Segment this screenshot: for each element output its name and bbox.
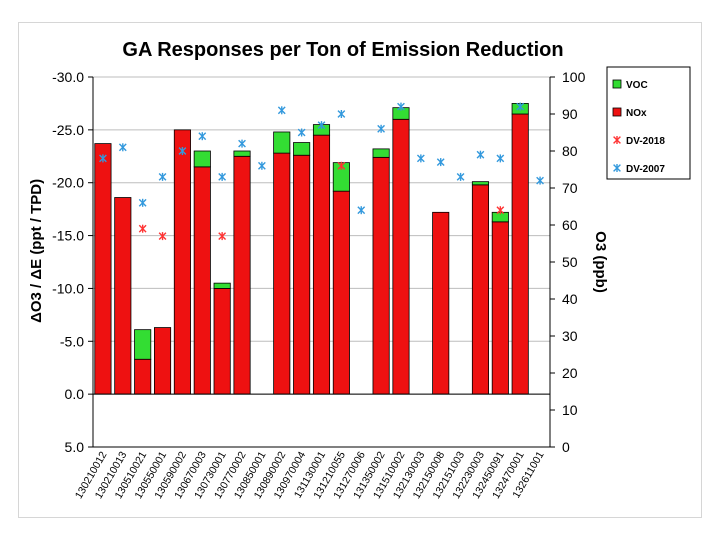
bar-nox [134,358,152,395]
legend-swatch-dv-2007 [613,164,621,172]
marker-dv-2007 [218,172,227,181]
right-tick-label: 60 [562,217,578,233]
marker-dv-2007 [297,128,306,137]
chart-title: GA Responses per Ton of Emission Reducti… [122,39,563,61]
marker-dv-2007 [436,158,445,167]
left-tick-label: -15.0 [52,228,84,244]
bar-nox [94,143,112,395]
legend-label: NOx [626,108,647,119]
left-tick-label: -25.0 [52,122,84,138]
marker-dv-2007 [317,121,326,130]
bar-nox [312,134,331,395]
marker-dv-2018 [337,161,346,170]
marker-dv-2007 [257,161,266,170]
bar-nox [511,113,529,395]
left-tick-label: 5.0 [65,439,85,455]
marker-dv-2018 [218,232,227,241]
bar-voc [213,282,231,289]
marker-dv-2007 [238,139,246,148]
bar-nox [173,129,191,395]
bar-nox [114,197,132,395]
marker-dv-2018 [496,206,505,215]
bar-nox [293,154,311,395]
marker-dv-2007 [118,143,127,152]
legend-swatch-voc [612,79,622,89]
right-tick-label: 70 [562,180,578,196]
left-axis-title: ΔO3 / ΔE (ppt / TPD) [28,179,45,323]
marker-dv-2007 [476,150,485,159]
marker-dv-2007 [536,176,544,185]
marker-dv-2007 [337,110,346,118]
left-axis: -30.0 -25.0 -20.0 -15.0 -10.0 -5.0 0.0 5.0 [52,69,93,455]
right-axis-title: O3 (ppb) [592,231,609,293]
bar-nox [392,118,410,395]
bar-voc [372,148,390,158]
marker-dv-2007 [138,198,147,207]
bar-nox [213,288,231,395]
legend: VOC NOx DV-2018 DV-2007 [606,66,691,180]
bar-voc [134,329,152,360]
marker-dv-2007 [377,124,386,133]
right-axis: 0 10 20 30 40 50 60 70 80 90 100 [550,69,586,455]
bar-nox [273,152,291,395]
marker-dv-2007 [158,172,167,181]
legend-swatch-dv-2018 [613,136,621,144]
marker-dv-2007 [456,172,465,181]
bar-voc [193,150,211,168]
marker-dv-2007 [416,154,425,163]
bar-nox [332,190,350,395]
marker-dv-2007 [516,102,525,111]
bar-voc [293,142,311,156]
bars [94,103,529,395]
right-tick-label: 80 [562,143,578,159]
legend-swatch-nox [612,107,622,117]
right-tick-label: 40 [562,291,578,307]
right-tick-label: 0 [562,439,570,455]
left-tick-label: -10.0 [52,280,84,296]
marker-dv-2018 [138,224,147,233]
right-tick-label: 50 [562,254,578,270]
bar-voc [273,131,291,154]
marker-dv-2007 [99,154,107,163]
legend-label: VOC [626,80,648,91]
x-axis: 1302100121302100131305100211305500011305… [73,449,547,501]
bar-nox [193,166,211,395]
right-tick-label: 10 [562,402,578,418]
right-tick-label: 100 [562,69,586,85]
left-tick-label: 0.0 [65,386,85,402]
legend-label: DV-2018 [626,136,665,147]
markers [99,102,544,241]
marker-dv-2007 [198,132,207,141]
marker-dv-2007 [277,106,286,115]
marker-dv-2007 [357,206,366,215]
bar-nox [491,221,509,395]
bar-nox [432,211,450,395]
bar-nox [372,156,390,395]
marker-dv-2007 [178,147,187,155]
marker-dv-2018 [158,232,167,241]
marker-dv-2007 [397,102,405,111]
bar-nox [471,184,490,395]
bar-voc [471,181,490,186]
left-tick-label: -20.0 [52,175,84,191]
bar-voc [233,150,251,157]
right-tick-label: 20 [562,365,578,381]
marker-dv-2007 [496,154,505,163]
left-tick-label: -30.0 [52,69,84,85]
bar-nox [153,327,172,395]
legend-label: DV-2007 [626,164,665,175]
right-tick-label: 30 [562,328,578,344]
bar-nox [233,155,251,395]
right-tick-label: 90 [562,106,578,122]
left-tick-label: -5.0 [60,333,84,349]
